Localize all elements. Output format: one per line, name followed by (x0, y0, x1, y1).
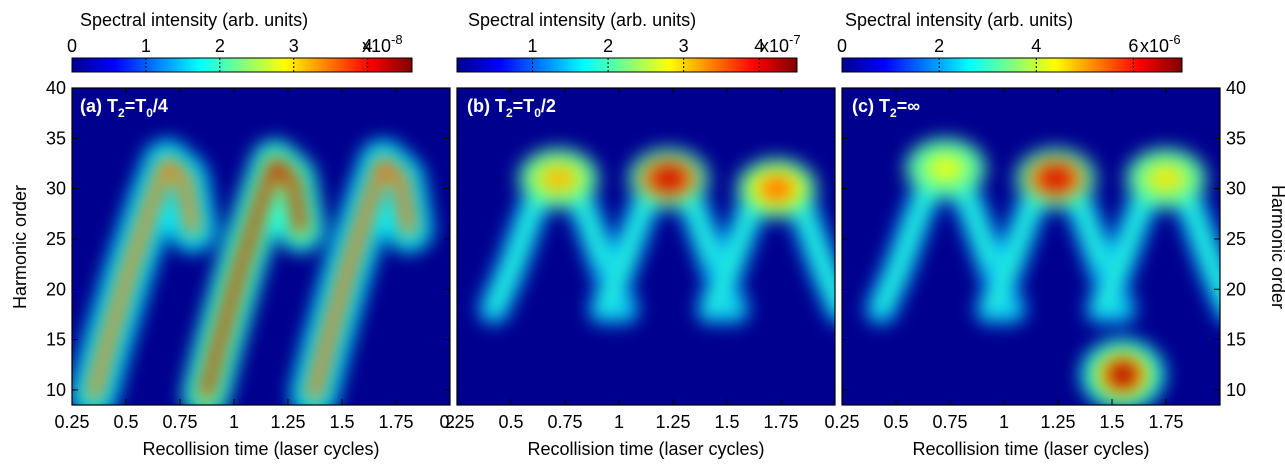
x-tick-label: 0.75 (162, 412, 197, 432)
x-tick-label: 1.25 (655, 412, 690, 432)
colorbar-tick-label: 3 (679, 36, 689, 56)
heatmap-a-frame (71, 87, 451, 406)
x-tick-label: 2 (445, 412, 455, 432)
colorbar-tick-label: 4 (754, 36, 764, 56)
x-tick-label: 1.25 (1040, 412, 1075, 432)
y-axis-c-label: Harmonic order (1268, 185, 1285, 309)
y-tick-label: 40 (46, 78, 66, 98)
colorbar-tick-label: 6 (1128, 36, 1138, 56)
x-axis-c: 0.25 0.5 0.75 1 1.25 1.5 1.75 (824, 88, 1184, 432)
x-tick-label: 1.5 (714, 412, 739, 432)
colorbar-tick-label: 2 (934, 36, 944, 56)
heatmap-c (865, 138, 1220, 405)
colorbar-c-bar (841, 57, 1183, 73)
x-tick-label: 0.25 (439, 412, 474, 432)
colorbar-b-label: Spectral intensity (arb. units) (468, 10, 696, 30)
panel-b: Spectral intensity (arb. units) 1 2 3 4 x10… (439, 10, 836, 459)
y-tick-label: 25 (46, 229, 66, 249)
heatmap-peak (1039, 167, 1072, 190)
heatmap-peak (760, 177, 793, 200)
y-tick-label: 15 (46, 330, 66, 350)
heatmap-ridge (308, 158, 414, 400)
colorbar-b-bar (456, 57, 798, 73)
colorbar-tick-label: 4 (363, 36, 373, 56)
x-tick-label: 0.25 (824, 412, 859, 432)
colorbar-tick-label: 3 (289, 36, 299, 56)
y-axis-c: 10 15 20 25 30 35 40 (842, 78, 1246, 400)
colorbar-tick-label: 1 (528, 36, 538, 56)
colorbar-c-label: Spectral intensity (arb. units) (845, 10, 1073, 30)
y-tick-label: 20 (1226, 279, 1246, 299)
y-tick-label: 35 (1226, 128, 1246, 148)
x-tick-label: 1 (229, 412, 239, 432)
x-tick-label: 0.5 (498, 412, 523, 432)
x-tick-label: 1.75 (763, 412, 798, 432)
colorbar-b: Spectral intensity (arb. units) 1 2 3 4 x10… (456, 10, 801, 73)
x-axis-b-label: Recollision time (laser cycles) (527, 439, 764, 459)
colorbar-tick-label: 4 (1031, 36, 1041, 56)
x-tick-label: 0.5 (113, 412, 138, 432)
colorbar-a-label: Spectral intensity (arb. units) (80, 10, 308, 30)
heatmap-ridge (200, 158, 306, 400)
colorbar-c-exponent: x10-6 (1140, 32, 1181, 56)
x-tick-label: 1.5 (1099, 412, 1124, 432)
y-tick-label: 10 (46, 380, 66, 400)
colorbar-a-bar (71, 57, 413, 73)
colorbar-a-ticks: 0 1 2 3 4 (67, 36, 373, 72)
panel-a-label: (a) T2=T0/4 (80, 96, 168, 120)
colorbar-tick-label: 0 (67, 36, 77, 56)
x-tick-label: 1.75 (378, 412, 413, 432)
colorbar-c-ticks: 0 2 4 6 (837, 36, 1138, 72)
heatmap-c-frame (841, 87, 1221, 406)
heatmap-a (72, 140, 432, 405)
colorbar-c: Spectral intensity (arb. units) 0 2 4 6 x10… (837, 10, 1183, 73)
x-tick-label: 1 (999, 412, 1009, 432)
x-tick-label: 1.5 (329, 412, 354, 432)
heatmap-peak (929, 157, 962, 180)
heatmap-spot (1106, 360, 1139, 389)
x-tick-label: 0.75 (547, 412, 582, 432)
x-axis-a: 0.25 0.5 0.75 1 1.25 1.5 1.75 2 (54, 88, 455, 432)
heatmap-peak (1150, 167, 1182, 190)
y-tick-label: 35 (46, 128, 66, 148)
heatmap-peak (652, 167, 685, 190)
y-tick-label: 30 (46, 179, 66, 199)
heatmap-b-frame (456, 87, 836, 406)
x-axis-c-label: Recollision time (laser cycles) (912, 439, 1149, 459)
y-tick-label: 20 (46, 279, 66, 299)
panel-c: Spectral intensity (arb. units) 0 2 4 6 x10… (824, 10, 1285, 459)
x-axis-b: 0.25 0.5 0.75 1 1.25 1.5 1.75 (439, 88, 799, 432)
colorbar-tick-label: 0 (837, 36, 847, 56)
x-tick-label: 0.5 (883, 412, 908, 432)
y-tick-label: 40 (1226, 78, 1246, 98)
colorbar-b-ticks: 1 2 3 4 (528, 36, 764, 72)
y-tick-label: 30 (1226, 179, 1246, 199)
y-tick-label: 10 (1226, 380, 1246, 400)
colorbar-a: Spectral intensity (arb. units) 0 1 2 3 4 x1… (67, 10, 413, 73)
x-tick-label: 1.75 (1148, 412, 1183, 432)
panel-b-label: (b) T2=T0/2 (467, 96, 556, 120)
colorbar-tick-label: 1 (141, 36, 151, 56)
colorbar-tick-label: 2 (215, 36, 225, 56)
y-tick-label: 15 (1226, 330, 1246, 350)
x-axis-a-label: Recollision time (laser cycles) (142, 439, 379, 459)
panel-c-label: (c) T2=∞ (852, 96, 920, 120)
heatmap-b (478, 148, 835, 325)
colorbar-a-exponent: x10-8 (362, 32, 403, 56)
colorbar-tick-label: 2 (603, 36, 613, 56)
panel-a: Spectral intensity (arb. units) 0 1 2 3 4 x1… (10, 10, 455, 459)
colorbar-b-exponent: x10-7 (760, 32, 801, 56)
x-tick-label: 0.75 (932, 412, 967, 432)
y-axis-a-label: Harmonic order (10, 185, 30, 309)
x-tick-label: 1 (614, 412, 624, 432)
heatmap-peak (542, 167, 575, 190)
x-tick-label: 0.25 (54, 412, 89, 432)
heatmap-ridge (88, 158, 198, 400)
y-axis-a: 10 15 20 25 30 35 40 (46, 78, 450, 400)
y-tick-label: 25 (1226, 229, 1246, 249)
x-tick-label: 1.25 (270, 412, 305, 432)
